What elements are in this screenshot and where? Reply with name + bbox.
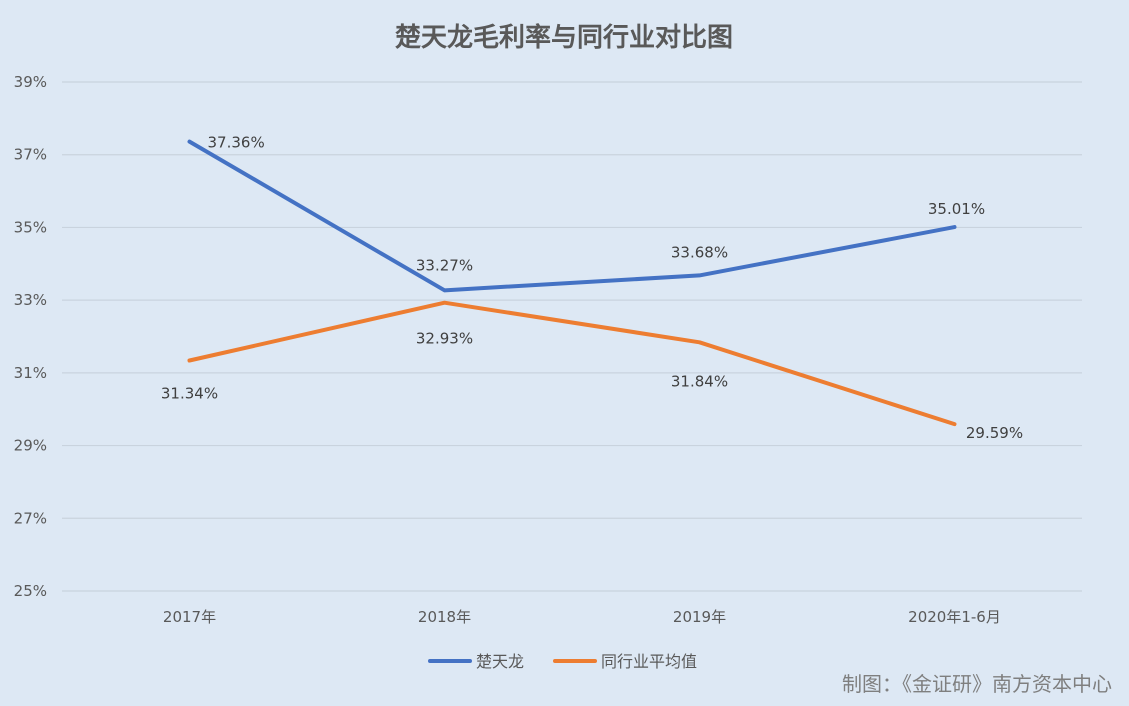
chart-title: 楚天龙毛利率与同行业对比图 [395,22,733,53]
legend-label: 同行业平均值 [601,652,697,671]
data-label: 33.27% [416,256,473,274]
legend-label: 楚天龙 [476,652,524,671]
data-label: 37.36% [208,134,265,152]
y-tick-label: 27% [14,509,47,527]
x-tick-label: 2019年 [673,608,726,626]
y-tick-label: 39% [14,73,47,91]
series-line-0 [187,139,957,293]
credit-text: 制图：《金证研》南方资本中心 [842,672,1112,696]
data-labels: 37.36% 33.27% 33.68% 35.01% 31.34% 32.93% 31.8… [161,134,1023,442]
series-lines [187,139,957,427]
y-tick-label: 33% [14,291,47,309]
data-label: 33.68% [671,243,728,261]
y-tick-label: 37% [14,146,47,164]
series-line-1 [187,300,957,427]
x-tick-label: 2018年 [418,608,471,626]
y-tick-label: 29% [14,437,47,455]
y-axis-ticks: 25% 27% 29% 31% 33% 35% 37% 39% [14,73,47,600]
legend: 楚天龙 同行业平均值 [428,652,697,671]
y-tick-label: 25% [14,582,47,600]
x-tick-label: 2020年1-6月 [908,608,1001,626]
y-tick-label: 31% [14,364,47,382]
data-label: 31.84% [671,372,728,390]
data-label: 31.34% [161,384,218,402]
x-tick-label: 2017年 [163,608,216,626]
data-label: 32.93% [416,330,473,348]
data-label: 29.59% [966,424,1023,442]
y-tick-label: 35% [14,218,47,236]
data-label: 35.01% [928,200,985,218]
gridlines [62,81,1082,592]
x-axis-ticks: 2017年 2018年 2019年 2020年1-6月 [163,608,1001,626]
